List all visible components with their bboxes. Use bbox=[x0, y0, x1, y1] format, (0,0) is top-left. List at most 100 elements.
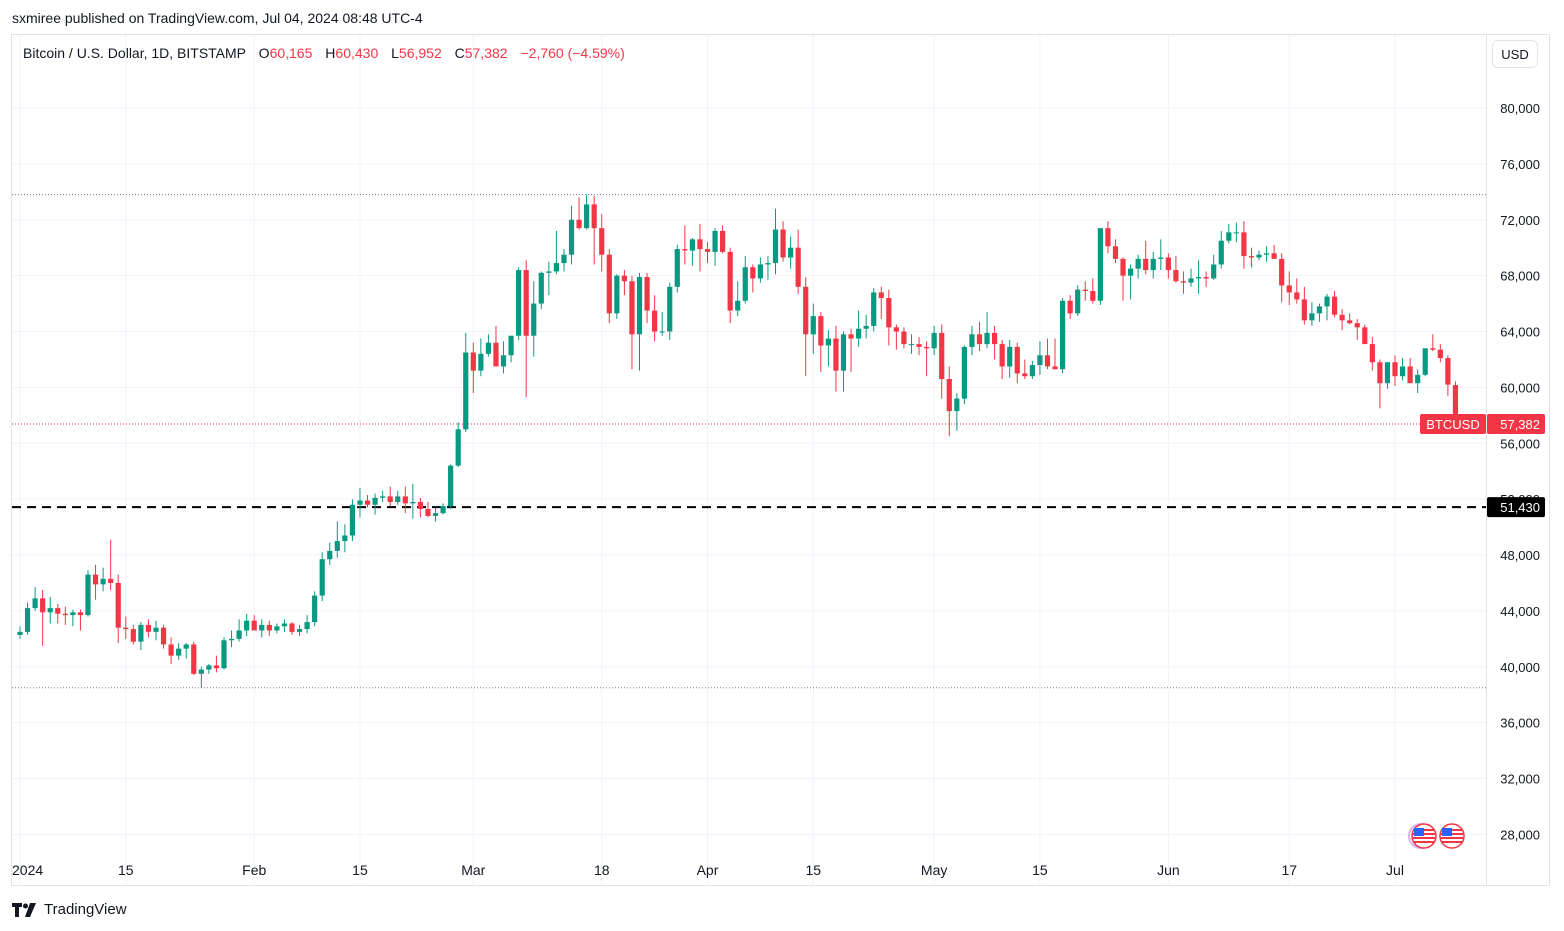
candle-body bbox=[674, 249, 680, 287]
price-markers: BTCUSD 57,382 51,430 bbox=[1420, 413, 1545, 518]
candle bbox=[1226, 223, 1232, 244]
candle bbox=[1067, 295, 1073, 319]
candle-body bbox=[1309, 313, 1315, 321]
candle-body bbox=[1007, 346, 1013, 367]
candle-body bbox=[40, 598, 46, 613]
candle bbox=[213, 655, 220, 673]
candle-body bbox=[138, 624, 144, 642]
candle-body bbox=[735, 300, 741, 311]
candle-body bbox=[213, 665, 220, 669]
candle-body bbox=[954, 398, 960, 412]
candle bbox=[1399, 358, 1406, 381]
candle bbox=[772, 208, 779, 275]
candle-body bbox=[1384, 362, 1391, 384]
candle-body bbox=[765, 263, 771, 265]
candle bbox=[55, 603, 61, 624]
currency-button[interactable]: USD bbox=[1492, 40, 1538, 68]
candle-body bbox=[553, 263, 560, 272]
candle-body bbox=[621, 275, 627, 282]
candle-body bbox=[1369, 344, 1375, 363]
candle-body bbox=[1014, 346, 1020, 374]
candle bbox=[236, 619, 242, 642]
candle-body bbox=[636, 277, 643, 335]
candle-body bbox=[742, 267, 748, 301]
candle-body bbox=[727, 251, 733, 311]
candle-body bbox=[485, 342, 492, 354]
x-tick-label: 15 bbox=[352, 862, 368, 878]
tradingview-footer[interactable]: TradingView bbox=[12, 901, 127, 918]
candle-body bbox=[334, 541, 340, 551]
candle bbox=[259, 619, 265, 638]
candle-body bbox=[160, 627, 167, 645]
candle-body bbox=[682, 249, 688, 251]
candle bbox=[1007, 339, 1013, 378]
candle bbox=[946, 366, 952, 437]
candle-body bbox=[289, 623, 295, 632]
candle-body bbox=[1233, 232, 1239, 234]
candle-body bbox=[304, 622, 310, 630]
candle bbox=[765, 256, 771, 280]
candles bbox=[17, 194, 1459, 688]
low-value: 56,952 bbox=[398, 45, 442, 61]
candle-body bbox=[924, 346, 930, 349]
candle bbox=[100, 567, 106, 592]
candle-body bbox=[1052, 366, 1058, 370]
candle-body bbox=[32, 598, 38, 609]
candle bbox=[1279, 253, 1285, 303]
candle bbox=[296, 624, 303, 637]
candle-body bbox=[168, 644, 174, 656]
candle bbox=[176, 643, 182, 660]
candle bbox=[364, 494, 371, 508]
candle bbox=[984, 311, 990, 349]
candle-body bbox=[803, 286, 809, 335]
candle bbox=[1354, 318, 1360, 340]
candle-body bbox=[1316, 306, 1323, 314]
candle bbox=[1430, 334, 1436, 352]
candle-body bbox=[500, 355, 507, 367]
candle-body bbox=[228, 638, 235, 641]
x-tick-label: 15 bbox=[1032, 862, 1048, 878]
candle-body bbox=[319, 559, 325, 596]
candle bbox=[478, 338, 484, 377]
candle bbox=[614, 274, 620, 319]
candle-body bbox=[115, 582, 121, 628]
symbol-name: Bitcoin / U.S. Dollar, 1D, BITSTAMP bbox=[23, 45, 246, 61]
candle bbox=[659, 311, 665, 336]
candle bbox=[1127, 264, 1134, 300]
candle bbox=[591, 196, 597, 265]
candle bbox=[1445, 355, 1451, 396]
candle-body bbox=[191, 644, 197, 674]
candle-body bbox=[788, 247, 794, 258]
candle-body bbox=[440, 506, 446, 514]
candle-body bbox=[1037, 355, 1043, 366]
candle bbox=[470, 342, 476, 393]
candle bbox=[969, 325, 975, 356]
candle-body bbox=[1029, 365, 1035, 377]
candle bbox=[1415, 369, 1421, 393]
candle-body bbox=[871, 292, 877, 326]
us-flag-icon[interactable] bbox=[1402, 821, 1472, 851]
candle bbox=[727, 247, 733, 324]
candle-body bbox=[856, 328, 862, 339]
candle bbox=[840, 331, 847, 392]
candle-body bbox=[508, 335, 514, 356]
candle bbox=[825, 330, 831, 367]
candle-body bbox=[1362, 327, 1368, 345]
candle-body bbox=[206, 665, 212, 670]
candle bbox=[251, 615, 257, 631]
candle-body bbox=[825, 338, 831, 346]
candle bbox=[1188, 268, 1194, 287]
candle bbox=[1369, 337, 1375, 371]
x-tick-label: 2024 bbox=[12, 862, 43, 878]
candle bbox=[1044, 338, 1051, 370]
candle-body bbox=[296, 629, 303, 632]
candle bbox=[1377, 359, 1383, 409]
y-tick-label: 72,000 bbox=[1500, 213, 1540, 228]
candle bbox=[999, 339, 1005, 380]
candle-body bbox=[327, 550, 333, 560]
candle-body bbox=[183, 644, 189, 649]
candle bbox=[432, 507, 439, 522]
candle-body bbox=[893, 327, 899, 332]
candle bbox=[1112, 239, 1119, 264]
